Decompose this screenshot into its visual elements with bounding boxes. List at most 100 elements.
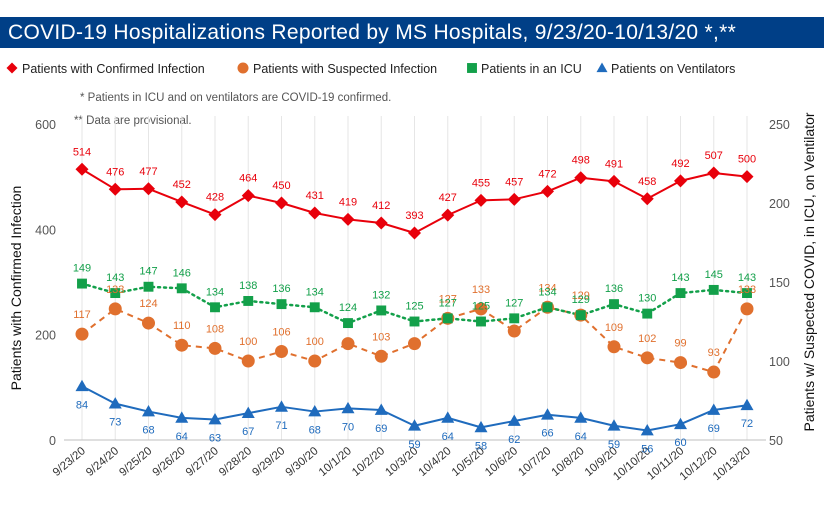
data-label-confirmed: 452 <box>173 179 191 191</box>
point-suspected <box>75 327 89 341</box>
point-vent <box>374 403 388 415</box>
legend-label-0: Patients with Confirmed Infection <box>22 62 205 76</box>
point-vent <box>474 420 488 433</box>
point-suspected <box>740 302 754 316</box>
data-label-confirmed: 455 <box>472 177 490 189</box>
data-label-vent: 60 <box>674 437 686 449</box>
point-confirmed <box>108 182 122 196</box>
point-confirmed <box>308 206 322 220</box>
x-tick-label: 9/26/20 <box>151 445 188 479</box>
data-label-icu: 129 <box>572 294 590 306</box>
point-confirmed <box>507 192 521 206</box>
point-icu <box>476 316 486 327</box>
data-label-icu: 149 <box>73 263 91 275</box>
data-label-confirmed: 427 <box>439 192 457 204</box>
point-suspected <box>175 338 189 352</box>
point-suspected <box>640 351 654 365</box>
point-suspected <box>408 337 421 351</box>
data-label-confirmed: 491 <box>605 158 623 170</box>
point-vent <box>640 424 654 436</box>
data-label-confirmed: 431 <box>306 190 324 202</box>
data-label-suspected: 108 <box>206 323 224 335</box>
data-label-confirmed: 393 <box>405 210 423 222</box>
point-vent <box>341 401 355 414</box>
point-icu <box>77 278 87 289</box>
y-left-label: Patients with Confirmed Infection <box>8 186 24 391</box>
point-confirmed <box>241 189 255 203</box>
point-confirmed <box>275 196 288 210</box>
point-vent <box>108 397 122 409</box>
point-icu <box>609 299 619 310</box>
data-label-confirmed: 428 <box>206 192 224 204</box>
data-label-confirmed: 450 <box>272 180 290 192</box>
point-icu <box>343 318 353 329</box>
data-label-vent: 66 <box>541 428 553 440</box>
point-icu <box>309 302 320 313</box>
point-vent <box>707 403 721 415</box>
data-label-confirmed: 500 <box>738 154 756 166</box>
data-label-suspected: 124 <box>139 298 157 310</box>
data-label-vent: 62 <box>508 434 520 446</box>
data-label-icu: 134 <box>538 286 556 298</box>
point-suspected <box>507 324 521 338</box>
point-icu <box>110 288 121 299</box>
title-bar: COVID-19 Hospitalizations Reported by MS… <box>0 0 824 51</box>
x-tick-label: 9/23/20 <box>51 445 88 479</box>
x-tick-label: 9/27/20 <box>184 445 221 479</box>
x-tick-label: 10/7/20 <box>516 445 553 479</box>
point-vent <box>441 411 455 423</box>
data-label-confirmed: 458 <box>638 176 656 188</box>
data-label-vent: 72 <box>741 418 753 430</box>
data-label-suspected: 133 <box>738 284 756 296</box>
data-label-vent: 64 <box>442 431 454 443</box>
legend-label-1: Patients with Suspected Infection <box>253 62 437 76</box>
point-confirmed <box>574 171 588 185</box>
point-vent <box>75 379 89 392</box>
point-icu <box>210 302 220 313</box>
x-tick-label: 10/1/20 <box>317 445 354 479</box>
point-suspected <box>341 337 355 351</box>
x-tick-label: 9/30/20 <box>284 445 321 479</box>
data-label-icu: 130 <box>638 293 656 305</box>
point-confirmed <box>640 192 654 206</box>
y-right-label: Patients w/ Suspected COVID, in ICU, on … <box>801 112 817 431</box>
point-confirmed <box>441 208 455 222</box>
point-icu <box>575 310 586 321</box>
data-label-confirmed: 477 <box>139 166 157 178</box>
data-label-suspected: 99 <box>674 338 686 350</box>
point-vent <box>607 419 621 431</box>
data-label-icu: 132 <box>372 289 390 301</box>
point-confirmed <box>408 226 421 240</box>
data-label-icu: 136 <box>605 283 623 295</box>
point-vent <box>740 398 754 411</box>
point-icu <box>708 284 719 295</box>
point-icu <box>742 288 752 299</box>
data-label-suspected: 117 <box>73 309 91 321</box>
x-tick-label: 9/28/20 <box>217 445 254 479</box>
legend-label-2: Patients in an ICU <box>481 62 582 76</box>
data-label-suspected: 106 <box>272 327 290 339</box>
data-label-vent: 64 <box>176 431 188 443</box>
point-vent <box>275 400 288 412</box>
y-left-tick: 200 <box>35 329 56 343</box>
chart-title: COVID-19 Hospitalizations Reported by MS… <box>8 21 737 44</box>
y-left-tick: 0 <box>49 434 56 448</box>
point-icu <box>376 305 387 316</box>
point-icu <box>509 313 520 324</box>
data-label-confirmed: 492 <box>671 158 689 170</box>
point-vent <box>574 411 588 423</box>
data-label-icu: 124 <box>339 302 357 314</box>
point-suspected <box>108 302 122 316</box>
point-icu <box>675 288 686 299</box>
point-vent <box>674 417 687 430</box>
data-label-vent: 58 <box>475 440 487 452</box>
point-confirmed <box>707 166 721 180</box>
point-vent <box>507 414 521 426</box>
data-label-suspected: 110 <box>173 320 191 332</box>
data-label-vent: 69 <box>375 423 387 435</box>
x-tick-label: 10/6/20 <box>483 445 520 479</box>
data-label-suspected: 109 <box>605 322 623 334</box>
data-label-icu: 147 <box>139 266 157 278</box>
data-label-icu: 136 <box>272 283 290 295</box>
